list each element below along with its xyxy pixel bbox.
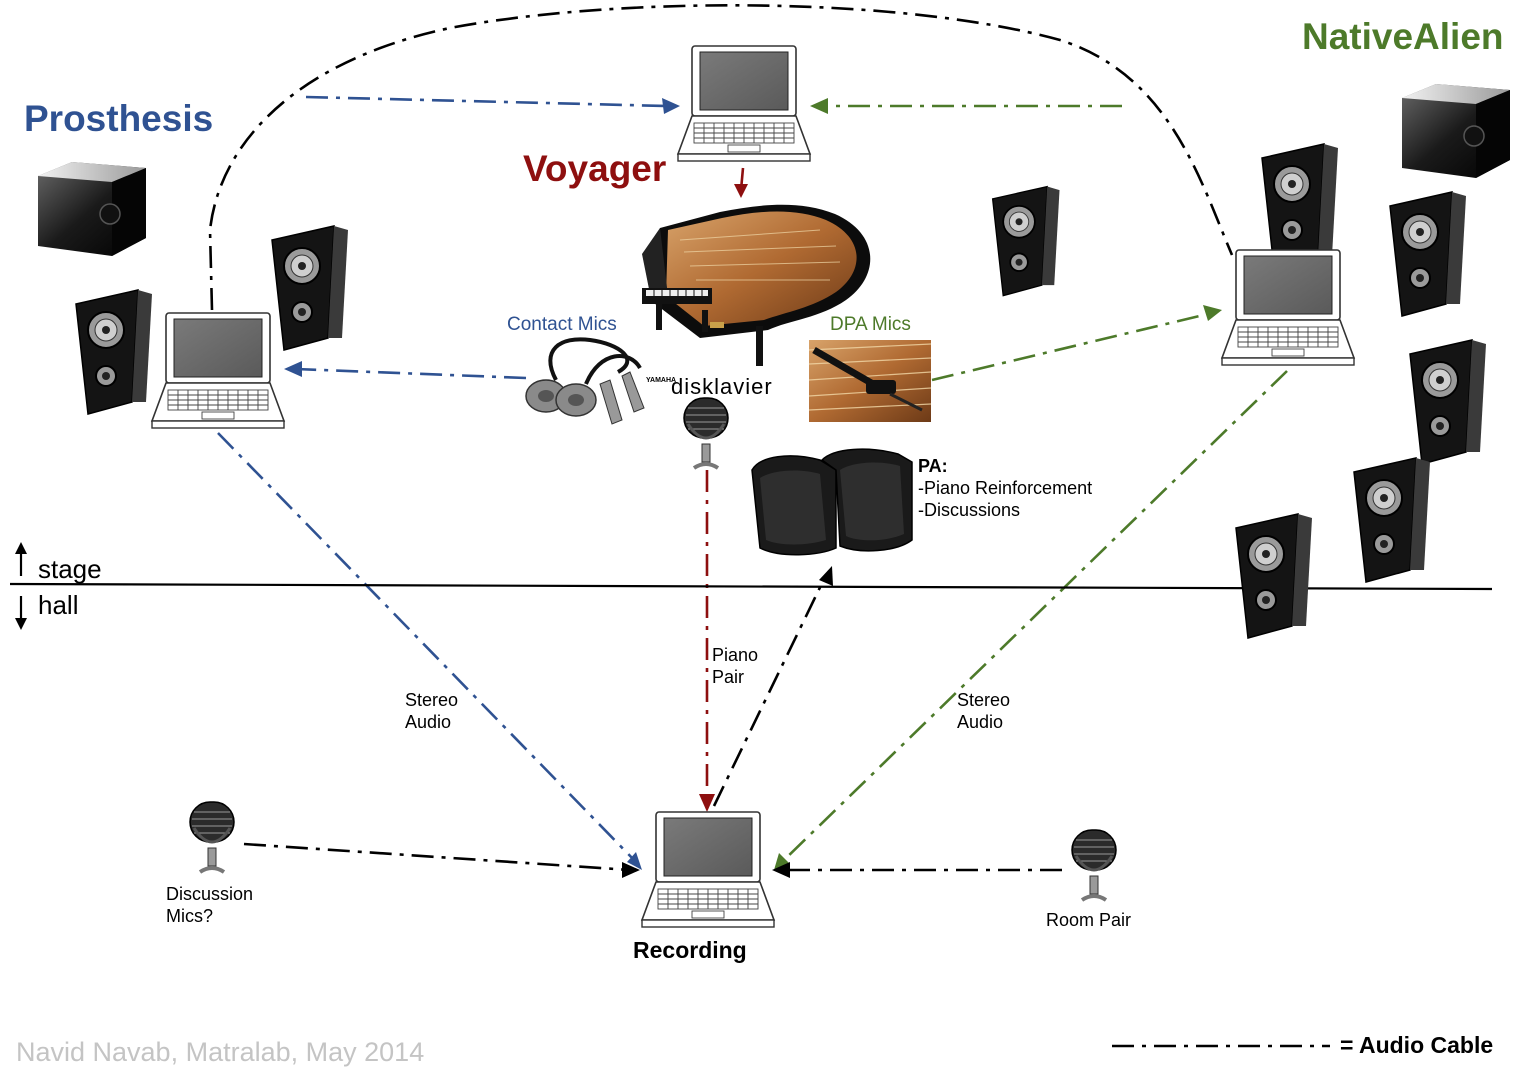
grand-piano-icon xyxy=(642,204,871,366)
hall-label: hall xyxy=(38,590,79,620)
disklavier-label: disklavier xyxy=(671,374,773,399)
laptop-icon xyxy=(151,312,285,429)
laptop-icon xyxy=(641,811,775,928)
recording-label: Recording xyxy=(633,937,747,963)
room-pair-label: Room Pair xyxy=(1046,910,1132,930)
stereo-right-line2: Audio xyxy=(957,712,1004,732)
stage-up-arrow-icon xyxy=(15,542,27,576)
stereo-audio-left-label: Stereo Audio xyxy=(405,689,458,733)
yamaha-label: YAMAHA xyxy=(646,377,677,384)
discussion-line2: Mics? xyxy=(166,906,214,926)
dpa-mic-photo xyxy=(808,340,932,422)
speaker-icon xyxy=(1235,513,1313,639)
pa-label: PA: -Piano Reinforcement -Discussions xyxy=(918,455,1092,521)
stage-label: stage xyxy=(38,554,102,584)
nativealien-title: NativeAlien xyxy=(1302,16,1504,57)
laptop-icon xyxy=(1221,249,1355,366)
speaker-icon xyxy=(1353,457,1431,583)
piano-pair-label: Piano Pair xyxy=(712,644,758,688)
subwoofer-icon xyxy=(37,161,147,257)
discussion-line1: Discussion xyxy=(166,884,254,904)
credit-text: Navid Navab, Matralab, May 2014 xyxy=(16,1037,425,1067)
speaker-icon xyxy=(1409,339,1487,465)
arrowheads xyxy=(284,98,1222,878)
stereo-right-line1: Stereo xyxy=(957,690,1011,710)
prosthesis-title: Prosthesis xyxy=(24,98,214,139)
piano-pair-line2: Pair xyxy=(712,667,745,687)
subwoofer-icon xyxy=(1401,83,1511,179)
stereo-left-line1: Stereo xyxy=(405,690,459,710)
speaker-icon xyxy=(1389,191,1467,317)
microphone-icon xyxy=(188,800,236,874)
hall-down-arrow-icon xyxy=(15,596,27,630)
microphone-icon xyxy=(1070,828,1118,902)
contact-mics-label: Contact Mics xyxy=(507,314,617,335)
pa-monitor-icon xyxy=(751,448,913,556)
pa-heading: PA: xyxy=(918,456,948,476)
speaker-icon xyxy=(991,185,1061,297)
speaker-icon xyxy=(271,225,349,351)
voyager-title: Voyager xyxy=(523,148,667,189)
dpa-mics-label: DPA Mics xyxy=(830,314,911,335)
laptop-icon xyxy=(677,45,811,162)
microphone-icon xyxy=(682,396,730,470)
pa-line-discussions: -Discussions xyxy=(918,500,1021,520)
speaker-icon xyxy=(75,289,153,415)
piano-pair-line1: Piano xyxy=(712,645,759,665)
legend-audio-cable: = Audio Cable xyxy=(1340,1032,1494,1058)
discussion-mics-label: Discussion Mics? xyxy=(166,883,253,927)
stereo-audio-right-label: Stereo Audio xyxy=(957,689,1010,733)
stereo-left-line2: Audio xyxy=(405,712,452,732)
pa-line-piano-reinforcement: -Piano Reinforcement xyxy=(918,478,1093,498)
contact-mic-icon xyxy=(525,337,645,425)
